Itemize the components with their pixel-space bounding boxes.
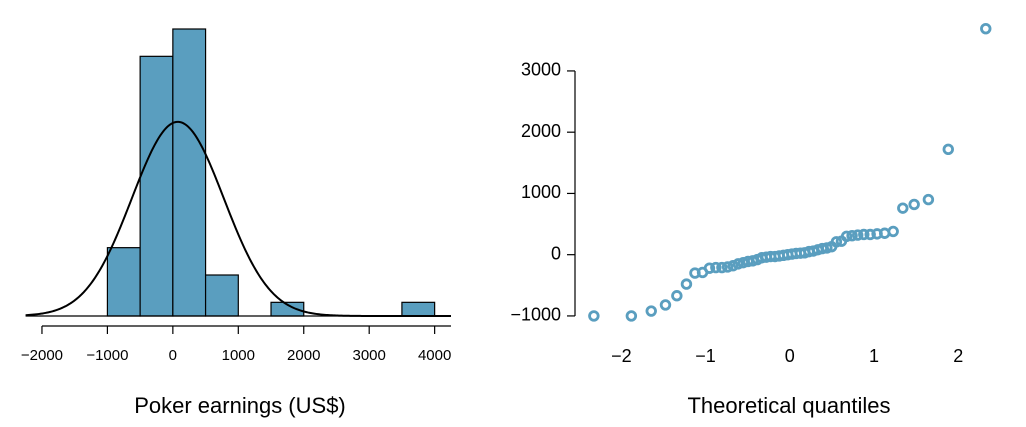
x-axis-title: Theoretical quantiles [687, 393, 890, 418]
point [721, 261, 734, 273]
x-tick-label: 4000 [418, 347, 451, 364]
y-tick-label: −1000 [510, 305, 561, 325]
point [846, 229, 858, 242]
y-tick-label: 0 [551, 243, 561, 263]
x-tick-label: −2 [611, 346, 632, 366]
normal-curve [25, 120, 451, 317]
point [732, 258, 744, 270]
point [659, 299, 672, 311]
point [908, 198, 920, 211]
point [710, 261, 722, 274]
y-tick-label: 1000 [521, 182, 561, 202]
point [858, 228, 870, 241]
x-tick-label: 3000 [353, 347, 386, 364]
point [588, 310, 600, 322]
bar [172, 28, 207, 317]
point [645, 305, 657, 317]
x-tick-label: 0 [169, 347, 177, 364]
point [703, 262, 716, 274]
point [625, 310, 638, 322]
point [840, 230, 853, 243]
point [680, 278, 693, 290]
x-axis-title: Poker earnings (US$) [134, 393, 346, 418]
point [942, 143, 954, 156]
y-tick-label: 2000 [521, 121, 561, 141]
x-tick-label: −1000 [86, 347, 128, 364]
x-tick-label: 1 [869, 346, 879, 366]
point [922, 193, 935, 206]
x-tick-label: 2000 [287, 347, 320, 364]
point [852, 229, 864, 241]
point [830, 236, 843, 248]
point [671, 290, 683, 302]
point [716, 261, 728, 274]
x-tick-label: −2000 [21, 347, 63, 364]
bar [106, 247, 141, 317]
x-tick-label: 1000 [222, 347, 255, 364]
x-tick-label: 2 [953, 346, 963, 366]
bar [139, 55, 174, 317]
y-tick-label: 3000 [521, 60, 561, 80]
x-tick-label: −1 [695, 346, 716, 366]
point [897, 202, 909, 214]
bar [401, 301, 436, 317]
point [980, 22, 992, 35]
point [864, 228, 876, 241]
point [887, 225, 899, 238]
x-tick-label: 0 [785, 346, 795, 366]
bar [204, 274, 239, 317]
